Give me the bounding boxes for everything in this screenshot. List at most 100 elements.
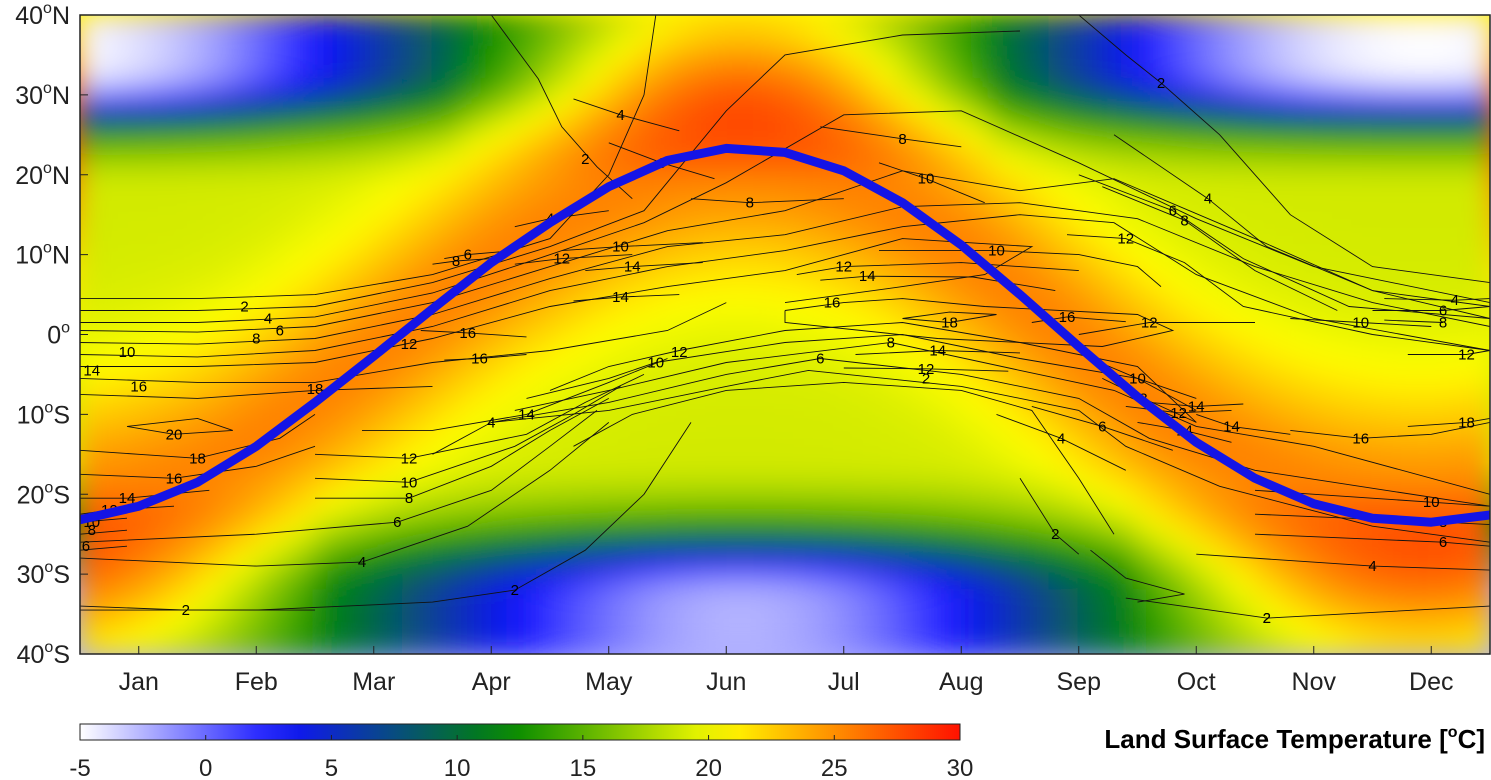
heatmap-cell (314, 333, 346, 352)
heatmap-cell (460, 365, 493, 384)
heatmap-cell (784, 365, 816, 384)
heatmap-cell (80, 605, 111, 624)
heatmap-cell (196, 157, 228, 176)
heatmap-cell (460, 621, 493, 640)
heatmap-cell (255, 45, 287, 64)
heatmap-cell (872, 221, 904, 240)
contour-line (80, 15, 657, 300)
heatmap-cell (284, 237, 316, 256)
heatmap-cell (1048, 365, 1080, 384)
contour-line (432, 369, 1490, 543)
heatmap-cell (549, 637, 581, 654)
heatmap-cell (519, 93, 551, 112)
heatmap-cell (1371, 557, 1403, 576)
heatmap-cell (960, 461, 992, 480)
heatmap-cell (314, 285, 346, 304)
heatmap-cell (80, 557, 111, 576)
contour-line (1254, 533, 1490, 547)
heatmap-cell (80, 125, 111, 144)
heatmap-cell (666, 509, 698, 528)
heatmap-cell (930, 45, 963, 64)
heatmap-cell (343, 285, 375, 304)
contour-line (80, 110, 1490, 323)
heatmap-cell (1077, 269, 1110, 288)
heatmap-cell (314, 237, 346, 256)
heatmap-cell (490, 333, 522, 352)
heatmap-cell (343, 509, 375, 528)
heatmap-cell (549, 109, 581, 128)
heatmap-cell (1107, 509, 1139, 528)
heatmap-cell (314, 557, 346, 576)
heatmap-cell (1400, 413, 1433, 432)
heatmap-cell (695, 173, 728, 192)
heatmap-cell (196, 285, 228, 304)
heatmap-cell (901, 61, 933, 80)
heatmap-cell (80, 413, 111, 432)
heatmap-cell (225, 269, 258, 288)
heatmap-cell (314, 221, 346, 240)
heatmap-cell (578, 525, 610, 544)
heatmap-cell (431, 429, 463, 448)
heatmap-cell (1195, 77, 1227, 96)
heatmap-cell (872, 445, 904, 464)
heatmap-cell (1371, 269, 1403, 288)
heatmap-cell (343, 557, 375, 576)
heatmap-cell (490, 45, 522, 64)
heatmap-cell (725, 541, 757, 560)
heatmap-cell (167, 397, 199, 416)
heatmap-cell (490, 173, 522, 192)
heatmap-cell (519, 189, 551, 208)
heatmap-cell (1342, 157, 1374, 176)
heatmap-cell (578, 15, 610, 32)
heatmap-cell (930, 253, 963, 272)
heatmap-cell (549, 285, 581, 304)
heatmap-cell (1107, 413, 1139, 432)
x-tick-label: May (585, 668, 633, 696)
contour-line (820, 126, 962, 148)
x-tick-label: Aug (939, 668, 983, 696)
contour-label: 10 (647, 354, 664, 371)
contour-line (902, 311, 997, 323)
heatmap-cell (1400, 157, 1433, 176)
heatmap-cell (695, 637, 728, 654)
heatmap-cell (108, 413, 140, 432)
heatmap-cell (255, 301, 287, 320)
heatmap-cell (960, 173, 992, 192)
heatmap-cell (431, 349, 463, 368)
heatmap-cell (607, 381, 640, 400)
heatmap-cell (989, 573, 1021, 592)
heatmap-cell (784, 285, 816, 304)
heatmap-cell (1019, 621, 1051, 640)
heatmap-cell (901, 253, 933, 272)
heatmap-cell (137, 45, 170, 64)
heatmap-cell (431, 573, 463, 592)
heatmap-cell (1459, 365, 1490, 384)
heatmap-cell (1107, 541, 1139, 560)
heatmap-cell (108, 557, 140, 576)
heatmap-cell (1312, 173, 1345, 192)
heatmap-cell (1077, 525, 1110, 544)
heatmap-cell (1254, 285, 1286, 304)
heatmap-cell (490, 493, 522, 512)
heatmap-cell (872, 205, 904, 224)
heatmap-cell (490, 525, 522, 544)
heatmap-cell (754, 285, 786, 304)
heatmap-cell (225, 125, 258, 144)
heatmap-cell (372, 93, 405, 112)
heatmap-cell (1165, 61, 1198, 80)
heatmap-cell (1254, 93, 1286, 112)
heatmap-cell (666, 189, 698, 208)
heatmap-cell (1019, 413, 1051, 432)
heatmap-cell (695, 461, 728, 480)
heatmap-cell (372, 573, 405, 592)
heatmap-cell (1371, 349, 1403, 368)
heatmap-cell (1077, 285, 1110, 304)
heatmap-cell (813, 29, 845, 48)
contour-line (80, 302, 727, 383)
heatmap-cell (431, 173, 463, 192)
heatmap-cell (695, 333, 728, 352)
heatmap-cell (284, 477, 316, 496)
heatmap-cell (754, 621, 786, 640)
heatmap-cell (607, 541, 640, 560)
heatmap-cell (960, 589, 992, 608)
